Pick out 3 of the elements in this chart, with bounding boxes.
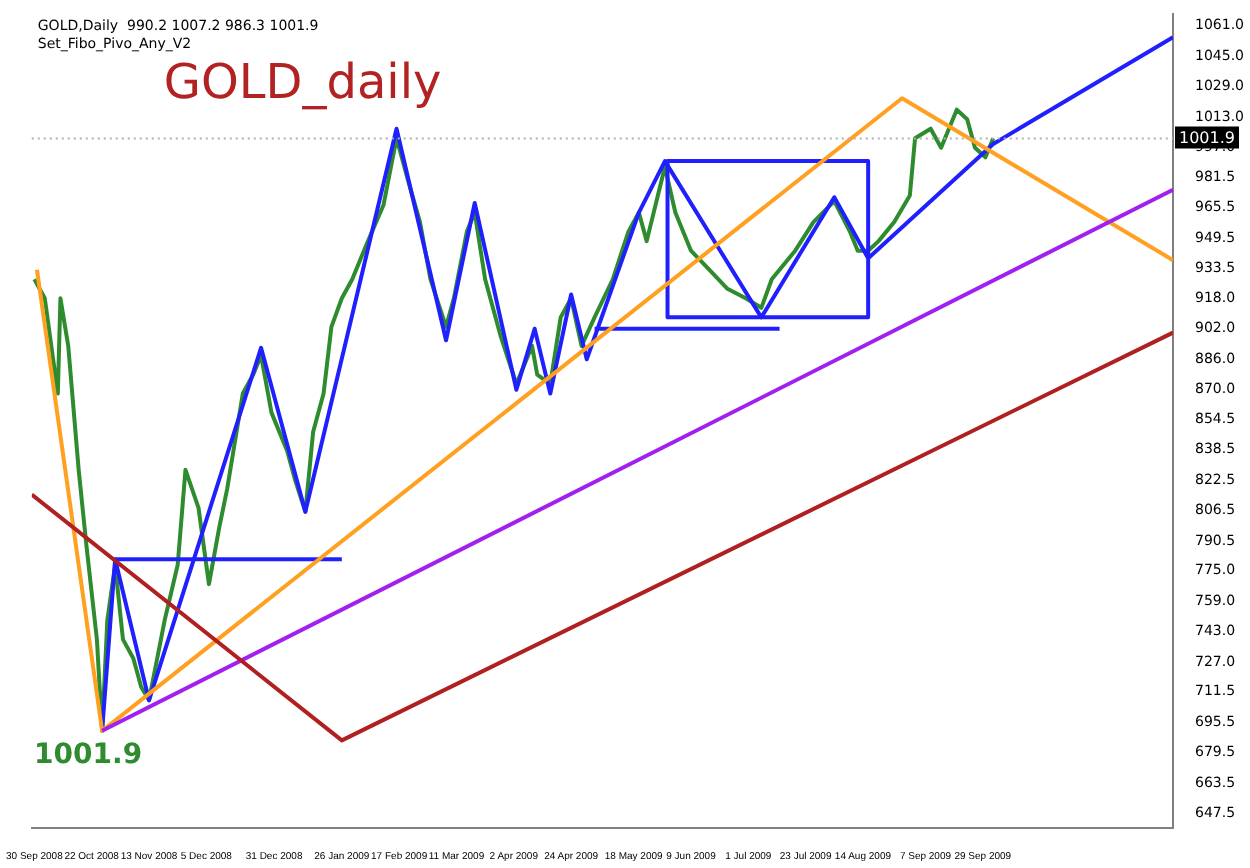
text: GOLD_daily	[163, 54, 442, 111]
ref-line-label: 1001.9	[1179, 128, 1236, 147]
annotation: 1001.9	[34, 738, 143, 771]
